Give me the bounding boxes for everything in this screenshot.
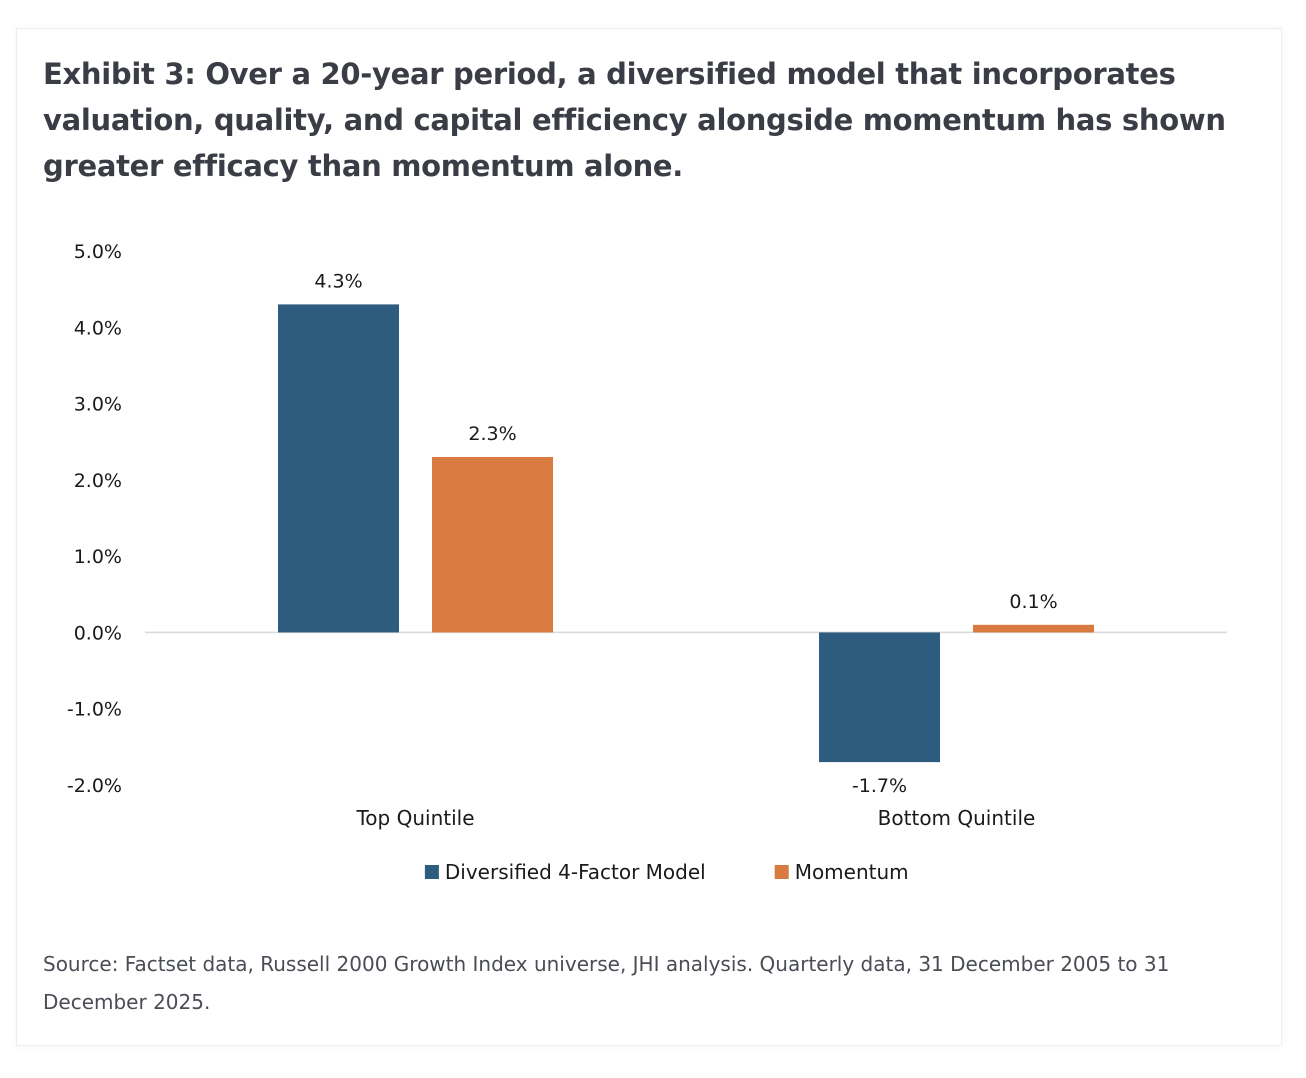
y-tick-label: 4.0% [74, 317, 122, 339]
bar-chart: 5.0% 4.0% 3.0% 2.0% 1.0% 0.0% -1.0% -2.0% 4.3% 2.… [67, 241, 1227, 884]
data-label: -1.7% [852, 775, 907, 797]
legend-label: Diversified 4-Factor Model [445, 860, 706, 884]
y-tick-label: 0.0% [74, 622, 122, 644]
y-tick-label: -2.0% [67, 775, 122, 797]
bar [819, 632, 940, 763]
data-label: 2.3% [468, 423, 516, 445]
legend-swatch [424, 865, 439, 879]
exhibit-card: Exhibit 3: Over a 20-year period, a dive… [16, 28, 1282, 1046]
legend-swatch [774, 865, 789, 879]
y-tick-label: 1.0% [74, 546, 122, 568]
x-tick-label: Bottom Quintile [878, 806, 1036, 830]
bar [432, 456, 553, 633]
source-note: Source: Factset data, Russell 2000 Growt… [43, 952, 1170, 1014]
data-label: 4.3% [314, 270, 362, 292]
y-tick-label: 5.0% [74, 241, 122, 263]
y-tick-label: 2.0% [74, 470, 122, 492]
legend-label: Momentum [795, 860, 909, 884]
data-label: 0.1% [1009, 591, 1057, 613]
bar [973, 624, 1094, 633]
chart-title: Exhibit 3: Over a 20-year period, a dive… [43, 57, 1226, 183]
x-tick-label: Top Quintile [355, 806, 474, 830]
y-tick-label: -1.0% [67, 699, 122, 721]
bar [278, 304, 399, 633]
y-tick-label: 3.0% [74, 394, 122, 416]
